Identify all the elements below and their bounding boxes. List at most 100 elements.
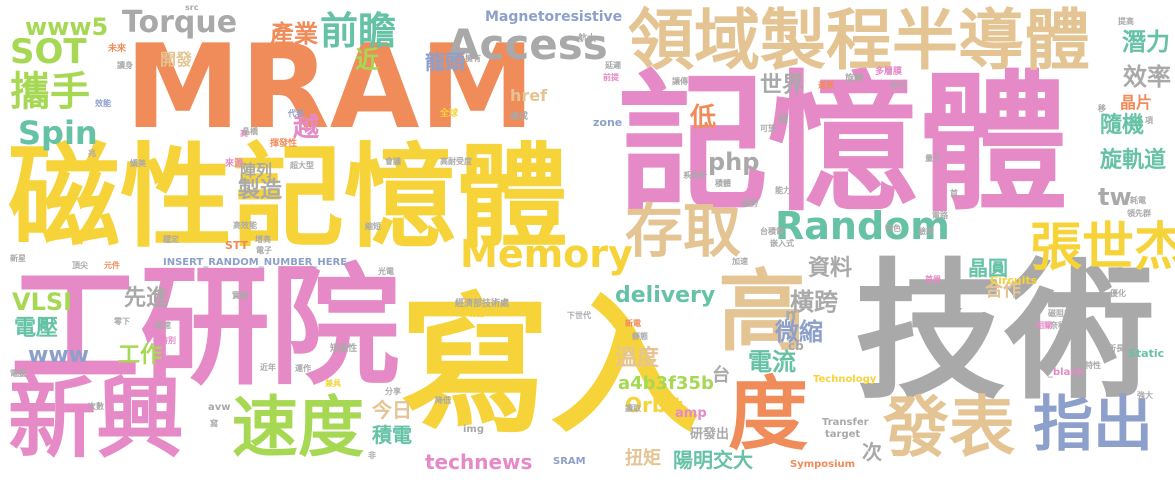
word-wafer: 晶圓 <box>968 256 1008 280</box>
word-first: 首 <box>950 189 958 198</box>
word-write: 寫入 <box>400 280 701 454</box>
word-chip: 晶片 <box>1120 93 1153 112</box>
word-access: Access <box>447 20 608 69</box>
word-ck: ck <box>945 304 963 320</box>
word-develop: 開發 <box>160 50 193 69</box>
word-mram: MRAM <box>125 20 535 155</box>
word-volatile: 揮發性 <box>270 139 298 149</box>
word-zone: zone <box>593 116 623 129</box>
word-data: 資料 <box>808 256 853 281</box>
word-international: 國際 <box>1108 267 1124 276</box>
word-memory-large: 記憶體 <box>618 58 1069 232</box>
word-multilayer: 多層膜 <box>875 67 903 77</box>
word-represent: 代表 <box>288 109 304 118</box>
word-own: 擁有 <box>465 54 481 63</box>
word-reduce: 降低 <box>435 396 451 405</box>
word-new-electric: 新電 <box>625 319 641 328</box>
word-www: www <box>28 343 89 368</box>
word-temperature: 溫度 <box>615 346 660 371</box>
word-verify: 驗證 <box>918 227 934 236</box>
word-circuits: Circuits <box>990 274 1038 287</box>
word-delay: 延遲 <box>605 61 621 70</box>
word-more: 越 <box>293 113 320 143</box>
word-random-zh: 隨機 <box>1100 113 1145 138</box>
word-transfer: Transfer <box>822 417 869 428</box>
word-orbit: Orbit <box>625 393 683 417</box>
word-move: 移 <box>1098 104 1106 113</box>
word-technology: 技術 <box>855 246 1156 420</box>
word-nanosecond: 奈秒 <box>1050 321 1066 330</box>
word-capability: 能力 <box>775 186 791 195</box>
word-paper: 論文 <box>1127 307 1143 316</box>
word-operate: 運作 <box>295 364 311 373</box>
word-src: src <box>185 3 199 12</box>
word-special: 特別 <box>160 336 176 345</box>
word-rotation: 旋轉 <box>845 74 864 84</box>
word-shrink: 微縮 <box>775 318 823 346</box>
word-point-out: 指出 <box>1033 390 1153 460</box>
word-device: 首器 <box>925 275 941 284</box>
word-leading-group: 領先群 <box>1127 209 1151 218</box>
word-moea: 經濟部技術處 <box>455 299 510 309</box>
word-manufacture: 製造 <box>238 178 283 203</box>
word-amp: amp <box>675 406 707 421</box>
word-avw: avw <box>208 402 231 413</box>
word-optimize: 優化 <box>1110 289 1126 298</box>
word-item: 項 <box>1145 116 1153 125</box>
word-insert-random: INSERT_RANDOM_NUMBER_HERE <box>163 257 348 268</box>
word-array: 陣列 <box>240 161 273 180</box>
word-embedded: 嵌入式 <box>770 239 794 248</box>
word-share: 分享 <box>385 387 401 396</box>
word-forward: 前瞻 <box>320 9 397 53</box>
word-raise: 提高 <box>1118 17 1134 26</box>
word-access-zh: 存取 <box>625 197 742 265</box>
word-very-large: 超大型 <box>290 161 314 170</box>
word-a4b3f35b: a4b3f35b <box>618 373 714 394</box>
word-electronic: 電子 <box>256 246 272 255</box>
word-advanced: 先進 <box>124 286 169 311</box>
word-blank: _blank <box>1048 367 1085 378</box>
word-a: a <box>778 108 789 127</box>
word-read: 讀取 <box>625 404 641 413</box>
word-www5: www5 <box>25 13 109 41</box>
word-increase: 增高 <box>255 235 271 244</box>
word-vlsi: VLSI <box>12 288 73 316</box>
word-technews: technews <box>425 450 533 474</box>
word-stable: 穩定 <box>163 235 179 244</box>
word-performance: 效能 <box>95 99 111 108</box>
word-href: href <box>510 86 548 105</box>
word-cross: 橫跨 <box>790 288 838 316</box>
word-img: img <box>463 424 485 435</box>
word-mtj: 磁阻式 <box>1048 309 1072 318</box>
word-cooperation: 合作 <box>985 280 1021 301</box>
word-leader: 龍頭 <box>425 50 465 74</box>
word-symposium: Symposium <box>790 459 856 470</box>
word-publish: 發表 <box>883 389 1015 466</box>
word-static-zh: 靜態 <box>632 332 648 341</box>
word-tsmc: 積電 <box>372 423 412 447</box>
word-world: 世界 <box>760 73 805 98</box>
word-degree: 度 <box>728 368 808 461</box>
word-property: 特性 <box>1085 361 1101 370</box>
word-nest: 窩 <box>210 419 218 428</box>
word-memory-en: Memory <box>460 232 633 276</box>
word-premise: 前提 <box>603 73 619 82</box>
word-high-tolerance: 高耐受度 <box>440 157 472 166</box>
word-sram: SRAM <box>553 456 586 467</box>
word-experiment: 實驗 <box>232 291 248 300</box>
word-spin-orbit: 旋軌道 <box>1100 148 1167 173</box>
word-compute: 運算 <box>818 81 834 90</box>
word-delivery: delivery <box>615 283 716 308</box>
word-trend: 趨勢 <box>742 199 758 208</box>
word-systems-institute: 系統所 <box>683 171 707 180</box>
word-optoelectronic: 光電 <box>378 267 394 276</box>
word-new-star: 新星 <box>10 254 26 263</box>
word-n: n <box>785 305 797 324</box>
word-transmit: 讓傳 <box>672 77 688 86</box>
word-low: 低 <box>690 103 717 133</box>
word-expected: 可望 <box>760 124 776 133</box>
word-high: 高 <box>718 260 807 363</box>
word-global: 全球 <box>440 109 459 119</box>
word-combine: 兼具 <box>325 379 341 388</box>
